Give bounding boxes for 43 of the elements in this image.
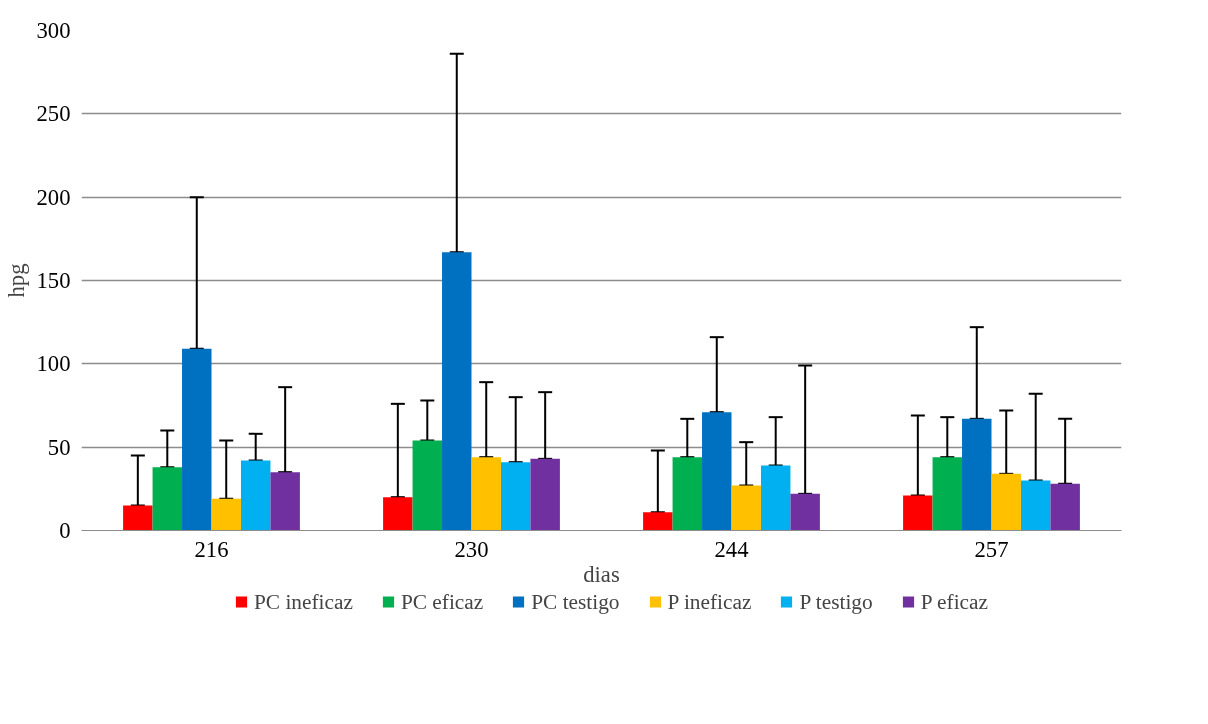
x-tick-label: 244 <box>714 536 749 562</box>
bar <box>270 472 300 531</box>
bar <box>211 498 241 531</box>
bar <box>672 457 703 531</box>
x-tick-label: 230 <box>454 536 489 562</box>
bar <box>903 495 933 531</box>
bar <box>240 460 271 531</box>
bar <box>731 485 761 531</box>
bar <box>962 418 992 531</box>
bar <box>760 465 791 531</box>
bar <box>152 467 183 531</box>
legend-label: P ineficaz <box>667 589 752 614</box>
y-tick-label: 300 <box>36 18 71 43</box>
legend-label: P eficaz <box>920 589 988 614</box>
bar <box>123 505 153 531</box>
bar <box>991 473 1021 531</box>
bar <box>790 493 820 531</box>
bar <box>1020 480 1051 531</box>
y-axis-title: hpg <box>3 263 29 298</box>
y-tick-label: 250 <box>36 101 71 127</box>
bar <box>702 412 732 531</box>
x-tick-label: 257 <box>974 536 1009 562</box>
y-tick-label: 50 <box>47 434 71 460</box>
y-tick-label: 100 <box>36 351 71 377</box>
bar <box>1050 483 1080 531</box>
bar <box>412 440 443 531</box>
y-tick-label: 0 <box>59 518 71 543</box>
legend-label: PC testigo <box>531 589 620 614</box>
legend-label: PC eficaz <box>400 589 484 614</box>
bar <box>182 348 212 531</box>
bar <box>383 497 413 531</box>
bar <box>530 458 560 531</box>
bar <box>643 512 673 531</box>
bar <box>442 252 472 531</box>
bar <box>471 457 501 531</box>
bar <box>500 462 531 531</box>
x-axis-title: dias <box>583 561 620 587</box>
y-tick-label: 200 <box>36 184 71 210</box>
legend-label: PC ineficaz <box>253 589 353 614</box>
y-tick-label: 150 <box>36 268 71 293</box>
legend-label: P testigo <box>799 589 873 614</box>
bar <box>932 457 963 531</box>
x-tick-label: 216 <box>194 536 229 562</box>
